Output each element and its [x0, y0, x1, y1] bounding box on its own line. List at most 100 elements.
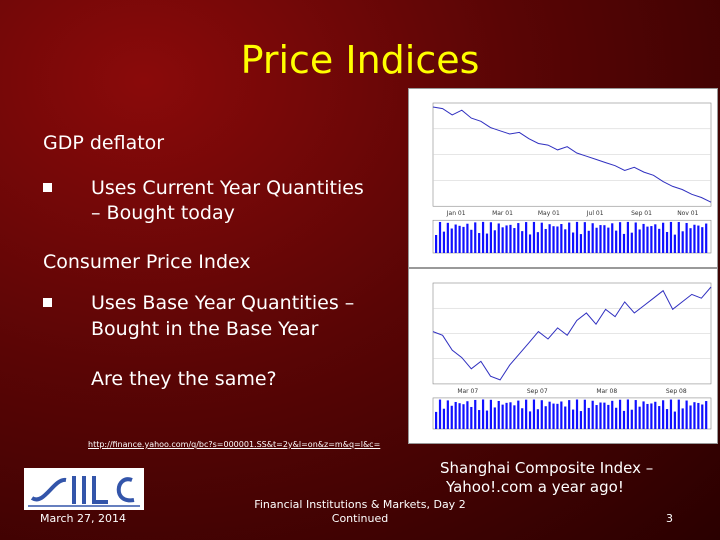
volume-bar	[654, 401, 657, 429]
volume-bar	[501, 404, 504, 429]
volume-bar	[513, 228, 516, 253]
volume-bar	[689, 228, 692, 253]
volume-bar	[587, 230, 590, 253]
volume-bar	[485, 233, 489, 253]
volume-bar	[548, 401, 551, 429]
volume-bar	[446, 400, 449, 429]
volume-bar	[446, 222, 449, 253]
volume-bar	[665, 231, 669, 253]
volume-bar	[705, 401, 708, 429]
volume-bar	[556, 403, 559, 429]
volume-bar	[525, 399, 528, 429]
volume-bar	[556, 226, 559, 253]
volume-bar	[583, 222, 586, 253]
volume-bar	[466, 401, 469, 429]
volume-bar	[528, 234, 532, 253]
x-tick-label: Nov 01	[677, 210, 698, 217]
volume-bar	[685, 222, 688, 253]
volume-bar	[474, 222, 477, 253]
volume-bar	[454, 224, 457, 253]
volume-bar	[540, 400, 543, 429]
volume-bar	[474, 399, 477, 429]
volume-bar	[626, 221, 629, 253]
volume-bar	[568, 400, 571, 429]
volume-bar	[435, 234, 438, 253]
volume-bar	[458, 225, 461, 253]
volume-bar	[650, 403, 653, 429]
volume-bar	[677, 399, 680, 429]
volume-bar	[505, 225, 508, 253]
volume-bar	[689, 405, 692, 429]
x-tick-label: Mar 07	[457, 388, 478, 395]
volume-bar	[603, 402, 606, 429]
volume-bar	[501, 227, 504, 253]
volume-bar	[630, 409, 633, 429]
footer-course-line1: Financial Institutions & Markets, Day 2	[254, 498, 466, 511]
volume-bar	[521, 408, 524, 429]
volume-bar	[642, 223, 645, 253]
volume-bar	[615, 230, 618, 253]
silc-logo-graphic	[28, 476, 140, 507]
volume-bar	[603, 225, 606, 253]
volume-bar	[536, 409, 539, 429]
volume-bar	[622, 410, 626, 429]
x-tick-label: Jul 01	[586, 210, 604, 217]
volume-bar	[489, 222, 492, 253]
gdp-bullet-line1: Uses Current Year Quantities	[91, 177, 364, 199]
volume-bar	[438, 221, 442, 253]
chart-caption: Shanghai Composite Index – Yahoo!.com a …	[440, 459, 700, 497]
cpi-bullet-line1: Uses Base Year Quantities –	[91, 292, 355, 314]
volume-bar	[607, 227, 610, 253]
price-line	[432, 106, 712, 203]
volume-bar	[470, 406, 473, 429]
volume-bar	[493, 230, 496, 253]
volume-bar	[466, 223, 469, 253]
gdp-deflator-heading: GDP deflator	[43, 132, 165, 154]
volume-bar	[587, 407, 590, 429]
volume-bar	[568, 222, 571, 253]
bullet-marker	[43, 183, 52, 192]
volume-bar	[697, 402, 700, 429]
volume-bar	[626, 399, 629, 429]
volume-bar	[638, 406, 641, 429]
volume-bar	[642, 401, 645, 429]
volume-bar	[478, 410, 481, 429]
volume-bar	[544, 406, 547, 429]
volume-bar	[481, 221, 485, 253]
price-line	[432, 286, 712, 381]
slide-title: Price Indices	[240, 38, 480, 82]
volume-bar	[677, 222, 680, 253]
volume-bar	[701, 404, 704, 429]
volume-bar	[701, 227, 704, 253]
x-tick-label: Sep 07	[527, 388, 548, 395]
volume-bar	[618, 399, 622, 429]
yahoo-finance-link[interactable]: http://finance.yahoo.com/q/bc?s=000001.S…	[88, 440, 381, 449]
volume-bar	[693, 402, 696, 429]
volume-bar	[665, 409, 669, 429]
volume-bar	[575, 399, 579, 429]
volume-bar	[517, 400, 520, 429]
stock-chart-svg: Jan 01 Mar 01 May 01 Jul 01 Sep 01 Nov 01	[432, 102, 712, 254]
volume-bar	[552, 226, 555, 253]
volume-bar	[693, 224, 696, 253]
silc-logo	[24, 468, 144, 510]
volume-bar	[595, 405, 598, 429]
volume-bar	[673, 234, 676, 253]
volume-bar	[521, 231, 524, 253]
volume-bar	[544, 228, 547, 253]
volume-bar	[583, 399, 586, 429]
volume-bar	[575, 221, 579, 253]
volume-bar	[517, 223, 520, 253]
volume-bar	[481, 399, 485, 429]
volume-bar	[615, 407, 618, 429]
volume-bar	[478, 233, 481, 253]
volume-bar	[611, 223, 614, 253]
volume-bar	[450, 405, 453, 429]
volume-bar	[564, 229, 567, 253]
volume-bar	[572, 409, 575, 429]
volume-bar	[618, 222, 622, 253]
volume-bar	[505, 402, 508, 429]
volume-bar	[450, 228, 453, 253]
volume-bar	[458, 403, 461, 429]
chart-shanghai-top: Jan 01 Mar 01 May 01 Jul 01 Sep 01 Nov 01	[408, 88, 718, 268]
